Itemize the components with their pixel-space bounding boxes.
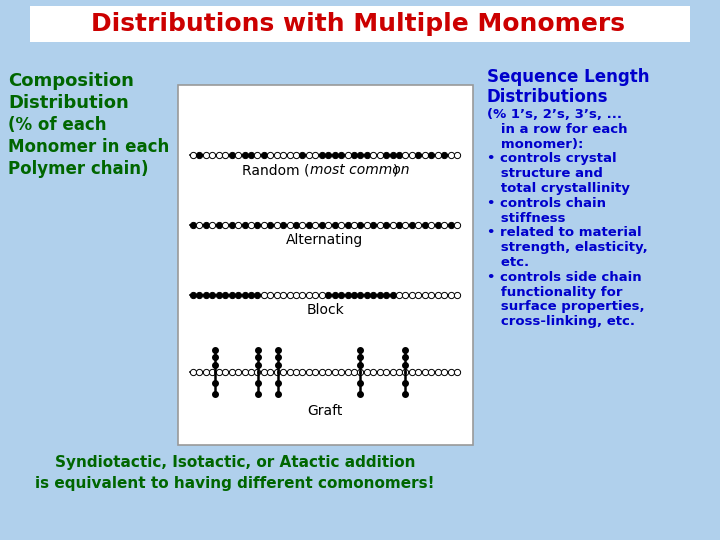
Text: is equivalent to having different comonomers!: is equivalent to having different comono… xyxy=(35,476,435,491)
Text: • controls chain: • controls chain xyxy=(487,197,606,210)
Text: (% of each: (% of each xyxy=(8,116,107,134)
Text: Distributions with Multiple Monomers: Distributions with Multiple Monomers xyxy=(91,12,625,36)
Text: cross-linking, etc.: cross-linking, etc. xyxy=(487,315,635,328)
Text: strength, elasticity,: strength, elasticity, xyxy=(487,241,648,254)
FancyBboxPatch shape xyxy=(30,6,690,42)
Text: etc.: etc. xyxy=(487,256,529,269)
Text: total crystallinity: total crystallinity xyxy=(487,182,630,195)
Text: stiffness: stiffness xyxy=(487,212,565,225)
Text: monomer):: monomer): xyxy=(487,138,583,151)
Text: Syndiotactic, Isotactic, or Atactic addition: Syndiotactic, Isotactic, or Atactic addi… xyxy=(55,455,415,470)
Text: Random (: Random ( xyxy=(243,163,310,177)
Text: Block: Block xyxy=(306,303,344,317)
Text: Sequence Length: Sequence Length xyxy=(487,68,649,86)
Text: most common: most common xyxy=(310,163,410,177)
Text: structure and: structure and xyxy=(487,167,603,180)
Text: Monomer in each: Monomer in each xyxy=(8,138,169,156)
Text: functionality for: functionality for xyxy=(487,286,623,299)
Text: (% 1’s, 2’s, 3’s, ...: (% 1’s, 2’s, 3’s, ... xyxy=(487,108,622,121)
Text: Distributions: Distributions xyxy=(487,88,608,106)
Text: ): ) xyxy=(393,163,398,177)
Text: Composition: Composition xyxy=(8,72,134,90)
Text: Polymer chain): Polymer chain) xyxy=(8,160,148,178)
Text: • related to material: • related to material xyxy=(487,226,642,239)
Text: surface properties,: surface properties, xyxy=(487,300,644,313)
Text: Alternating: Alternating xyxy=(287,233,364,247)
Text: Graft: Graft xyxy=(307,404,343,418)
Text: in a row for each: in a row for each xyxy=(487,123,628,136)
Text: Distribution: Distribution xyxy=(8,94,129,112)
Text: • controls crystal: • controls crystal xyxy=(487,152,616,165)
Text: • controls side chain: • controls side chain xyxy=(487,271,642,284)
FancyBboxPatch shape xyxy=(178,85,473,445)
